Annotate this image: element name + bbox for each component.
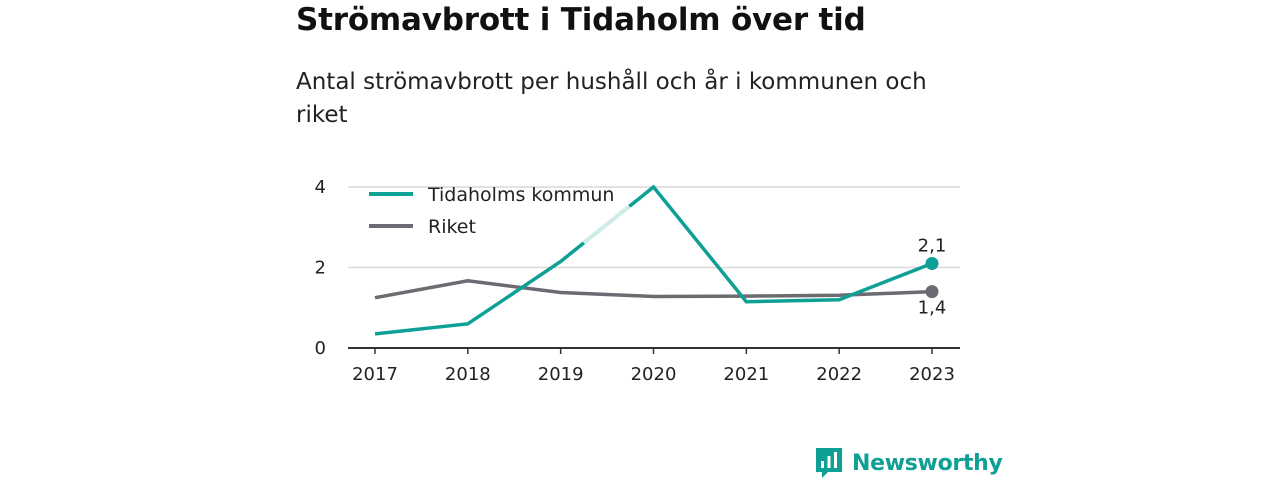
- x-tick-label: 2021: [723, 364, 769, 385]
- end-point-marker: [925, 285, 939, 299]
- x-tick-label: 2019: [538, 364, 584, 385]
- y-tick-label: 4: [315, 177, 326, 198]
- series-line-riket: [374, 279, 933, 300]
- x-tick-label: 2022: [816, 364, 862, 385]
- legend-label: Riket: [428, 216, 476, 238]
- newsworthy-logo-icon: [816, 448, 842, 478]
- x-tick-label: 2018: [445, 364, 491, 385]
- y-tick-label: 0: [315, 338, 326, 359]
- chart-title: Strömavbrott i Tidaholm över tid: [296, 2, 866, 38]
- x-tick-label: 2023: [909, 364, 955, 385]
- chart-subtitle: Antal strömavbrott per hushåll och år i …: [296, 69, 927, 128]
- end-value-label: 2,1: [918, 235, 947, 256]
- end-point-marker: [925, 256, 939, 270]
- legend-label: Tidaholms kommun: [427, 184, 614, 206]
- newsworthy-logo: Newsworthy: [814, 446, 1003, 480]
- end-value-label: 1,4: [918, 298, 947, 319]
- brand-name: Newsworthy: [852, 450, 1003, 476]
- series-line-kommun: [374, 184, 933, 336]
- y-tick-label: 2: [315, 258, 326, 279]
- series-line-highlight: [582, 204, 631, 245]
- x-tick-label: 2020: [631, 364, 677, 385]
- x-tick-label: 2017: [352, 364, 398, 385]
